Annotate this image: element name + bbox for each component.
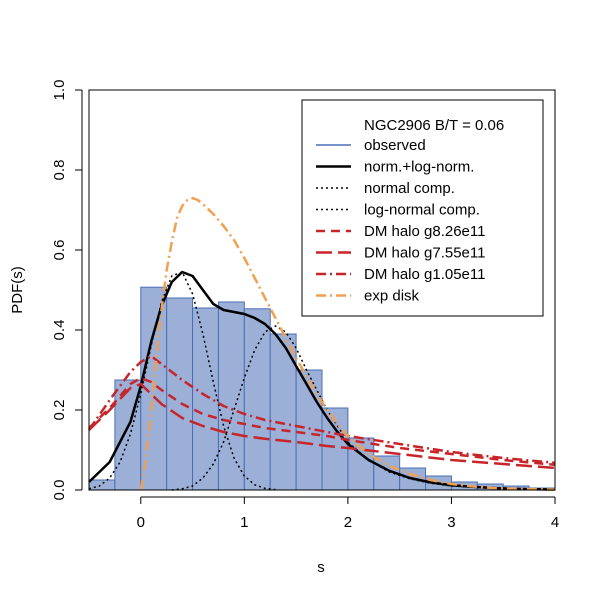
y-axis: 0.0 0.2 0.4 0.6 0.8 1.0 — [51, 80, 83, 501]
y-tick-label: 0.6 — [51, 240, 68, 261]
legend-label-halo3: DM halo g1.05e11 — [364, 266, 485, 283]
series-line-fit — [88, 270, 556, 491]
y-tick-label: 0.2 — [51, 400, 68, 421]
histogram-bar — [88, 479, 116, 491]
y-axis-label: PDF(s) — [9, 266, 26, 314]
histogram-bar — [192, 307, 219, 491]
legend-label-disk: exp disk — [364, 288, 420, 305]
x-tick-label: 4 — [551, 514, 559, 531]
y-tick-label: 0.8 — [51, 160, 68, 181]
histogram — [88, 286, 556, 491]
x-tick-label: 0 — [137, 514, 145, 531]
legend-label-observed: observed — [364, 137, 426, 154]
y-tick-label: 0.0 — [51, 480, 68, 501]
legend: NGC2906 B/T = 0.06 observed norm.+log-nor… — [301, 99, 544, 317]
series-line-normal — [88, 271, 276, 491]
legend-label-halo2: DM halo g7.55e11 — [364, 245, 485, 262]
series-line-disk — [139, 196, 556, 491]
legend-label-fit: norm.+log-norm. — [364, 159, 474, 176]
x-tick-label: 1 — [240, 514, 248, 531]
legend-label-lognormal: log-normal comp. — [364, 202, 480, 219]
plot-frame — [88, 89, 556, 491]
series-line-lognormal — [171, 325, 556, 491]
legend-label-halo1: DM halo g8.26e11 — [364, 223, 485, 240]
legend-box — [301, 99, 544, 317]
histogram-bar — [243, 308, 271, 491]
x-tick-label: 2 — [344, 514, 352, 531]
y-tick-label: 0.4 — [51, 320, 68, 341]
x-tick-label: 3 — [447, 514, 455, 531]
y-tick-label: 1.0 — [51, 80, 68, 101]
series-line-halo1 — [88, 376, 556, 467]
legend-title: NGC2906 B/T = 0.06 — [364, 117, 504, 134]
x-axis: 0 1 2 3 4 — [137, 496, 559, 531]
series-lines — [87, 196, 556, 491]
histogram-bar — [217, 301, 245, 491]
series-line-halo3 — [87, 354, 556, 465]
histogram-bar — [166, 297, 194, 491]
series-line-halo2 — [88, 382, 556, 470]
legend-label-normal: normal comp. — [364, 180, 455, 197]
x-axis-label: s — [317, 559, 325, 576]
